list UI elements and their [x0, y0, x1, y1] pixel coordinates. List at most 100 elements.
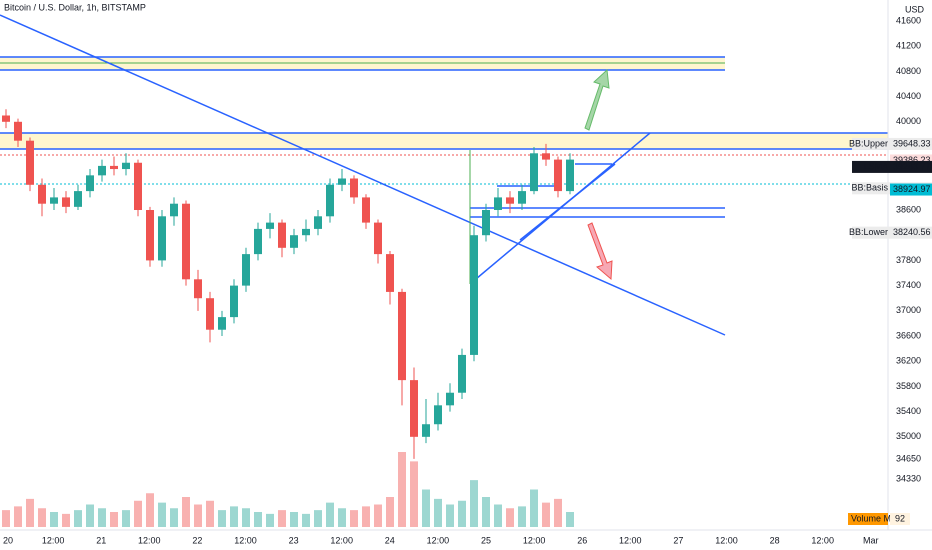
trend-line [0, 14, 726, 336]
price-tag [890, 137, 932, 150]
candle-body [554, 159, 562, 192]
volume-ma-value: 92 [895, 513, 905, 523]
y-tick-label: 37400 [896, 280, 921, 290]
tag-label: BB:Upper [849, 138, 888, 148]
price-tag-value: 38240.56 [893, 227, 931, 237]
x-tick-label: 23 [289, 535, 299, 545]
volume-bar [38, 508, 46, 527]
x-tick-label: 21 [96, 535, 106, 545]
volume-bar [494, 504, 502, 527]
volume-bar [470, 480, 478, 527]
x-tick-label: 12:00 [523, 535, 546, 545]
price-tag-value: 39648.33 [893, 138, 931, 148]
candle-body [338, 178, 346, 185]
chart-title: Bitcoin / U.S. Dollar, 1h, BITSTAMP [4, 2, 146, 12]
volume-bar [194, 504, 202, 527]
volume-bar [542, 502, 550, 527]
y-tick-label: 40800 [896, 66, 921, 76]
volume-bar [14, 506, 22, 527]
volume-bar [182, 497, 190, 527]
volume-bar [98, 508, 106, 527]
y-tick-label: 38600 [896, 204, 921, 214]
candle-body [254, 228, 262, 255]
x-tick-label: 24 [385, 535, 395, 545]
candle-body [278, 222, 286, 248]
candle-body [470, 235, 478, 355]
y-tick-label: 41200 [896, 41, 921, 51]
price-tag [890, 226, 932, 239]
volume-bar [2, 510, 10, 527]
candle-body [86, 175, 94, 192]
candle-body [410, 380, 418, 437]
volume-bar [26, 498, 34, 527]
volume-bar [506, 508, 514, 527]
volume-ma-label: Volume MA [851, 513, 897, 523]
x-tick-label: 12:00 [234, 535, 257, 545]
price-tag-value: 39283.77 [893, 161, 931, 171]
candle-body [170, 203, 178, 217]
price-tag-value: 39386.23 [893, 155, 931, 165]
y-tick-label: 36600 [896, 330, 921, 340]
candle-body [194, 279, 202, 299]
tag-label-box [852, 137, 890, 150]
x-tick-label: 12:00 [42, 535, 65, 545]
volume-bar [146, 493, 154, 527]
candle-body [38, 184, 46, 204]
x-tick-label: 12:00 [330, 535, 353, 545]
candle-body [398, 291, 406, 381]
y-tick-label: 35000 [896, 431, 921, 441]
price-tag [890, 183, 932, 196]
candle-body [230, 285, 238, 318]
x-tick-label: 12:00 [138, 535, 161, 545]
candle-body [506, 197, 514, 204]
volume-bar [50, 512, 58, 527]
candle-body [242, 254, 250, 286]
volume-bar [482, 497, 490, 527]
candle-body [206, 298, 214, 330]
candle-body [458, 354, 466, 393]
candle-body [314, 216, 322, 229]
volume-bar [170, 508, 178, 527]
candle-body [350, 178, 358, 198]
candle-body [518, 191, 526, 204]
y-tick-label: 37800 [896, 255, 921, 265]
candle-body [158, 216, 166, 261]
y-tick-label: 34650 [896, 453, 921, 463]
volume-bar [290, 512, 298, 527]
volume-bar [446, 504, 454, 527]
price-tag [890, 160, 932, 173]
candle-body [542, 153, 550, 160]
candle-body [14, 121, 22, 141]
candle-body [134, 162, 142, 211]
y-tick-label: 35400 [896, 406, 921, 416]
price-tag-value: 38924.97 [893, 184, 931, 194]
tag-label-box [852, 160, 890, 173]
candle-body [446, 392, 454, 406]
volume-bar [266, 513, 274, 527]
down-arrow [587, 222, 613, 281]
volume-bar [338, 508, 346, 527]
volume-bar [566, 512, 574, 527]
volume-bar [422, 489, 430, 527]
candle-body [2, 115, 10, 122]
volume-ma-box [848, 513, 888, 525]
candle-body [50, 197, 58, 204]
candle-body [266, 222, 274, 229]
candle-body [110, 165, 118, 170]
candle-body [494, 197, 502, 211]
tag-label-box [852, 226, 890, 239]
y-tick-label: 35800 [896, 381, 921, 391]
candle-body [362, 197, 370, 223]
trend-line [519, 163, 616, 241]
candle-body [122, 162, 130, 170]
candle-body [98, 165, 106, 176]
candle-body [422, 424, 430, 437]
x-tick-label: 12:00 [811, 535, 834, 545]
y-tick-label: 40000 [896, 116, 921, 126]
x-tick-label: 27 [673, 535, 683, 545]
x-tick-label: 22 [192, 535, 202, 545]
volume-bar [398, 452, 406, 527]
candle-body [326, 184, 334, 217]
candle-body [482, 210, 490, 236]
